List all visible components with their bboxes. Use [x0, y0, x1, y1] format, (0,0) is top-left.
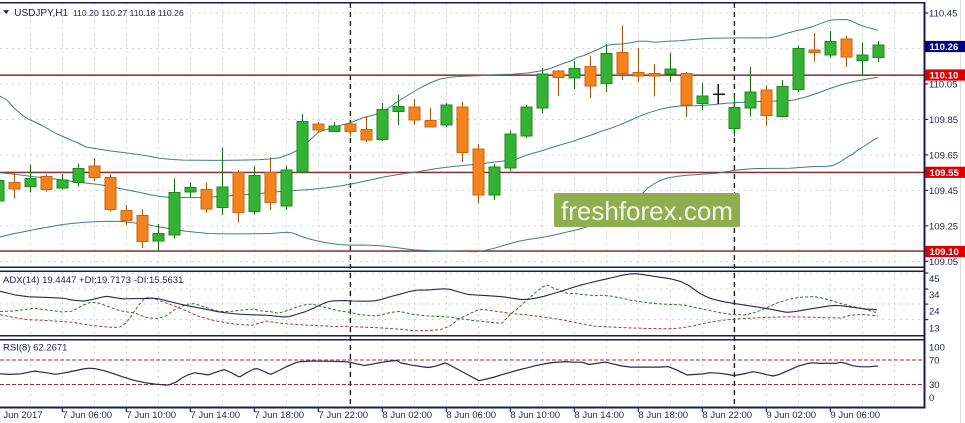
svg-text:30: 30 — [929, 380, 940, 391]
svg-text:freshforex.com: freshforex.com — [561, 196, 733, 226]
svg-text:109.10: 109.10 — [930, 247, 959, 258]
svg-text:109.65: 109.65 — [929, 150, 958, 161]
svg-text:7 Jun 22:00: 7 Jun 22:00 — [318, 410, 368, 421]
svg-text:9 Jun 02:00: 9 Jun 02:00 — [766, 410, 816, 421]
svg-text:7 Jun 10:00: 7 Jun 10:00 — [126, 410, 176, 421]
svg-text:7 Jun 06:00: 7 Jun 06:00 — [62, 410, 112, 421]
svg-text:8 Jun 06:00: 8 Jun 06:00 — [446, 410, 496, 421]
svg-text:7 Jun 18:00: 7 Jun 18:00 — [254, 410, 304, 421]
svg-text:109.55: 109.55 — [930, 168, 960, 179]
svg-text:8 Jun 18:00: 8 Jun 18:00 — [638, 410, 688, 421]
svg-text:7 Jun 14:00: 7 Jun 14:00 — [190, 410, 240, 421]
svg-text:110.05: 110.05 — [929, 79, 957, 90]
svg-text:109.85: 109.85 — [929, 115, 958, 126]
svg-text:0: 0 — [929, 393, 934, 404]
svg-text:ADX(14) 19.4447 +DI:19.7173 -D: ADX(14) 19.4447 +DI:19.7173 -DI:15.5631 — [3, 275, 183, 286]
svg-text:110.10: 110.10 — [930, 71, 959, 82]
svg-text:110.45: 110.45 — [929, 8, 957, 19]
svg-text:70: 70 — [929, 355, 940, 366]
svg-text:8 Jun 02:00: 8 Jun 02:00 — [382, 410, 432, 421]
svg-text:109.05: 109.05 — [929, 257, 958, 268]
svg-text:9 Jun 06:00: 9 Jun 06:00 — [830, 410, 880, 421]
svg-text:100: 100 — [929, 342, 945, 353]
svg-text:RSI(8) 62.2671: RSI(8) 62.2671 — [3, 343, 67, 354]
svg-text:USDJPY,H1 110.20 110.27 110.1: USDJPY,H1 110.20 110.27 110.18 110.26 — [14, 8, 184, 19]
svg-text:13: 13 — [929, 323, 940, 334]
svg-text:109.25: 109.25 — [929, 221, 958, 232]
svg-text:8 Jun 10:00: 8 Jun 10:00 — [510, 410, 560, 421]
svg-text:109.45: 109.45 — [929, 186, 958, 197]
svg-text:24: 24 — [929, 306, 940, 317]
svg-text:8 Jun 14:00: 8 Jun 14:00 — [574, 410, 624, 421]
svg-text:34: 34 — [929, 290, 940, 301]
svg-text:7 Jun 2017: 7 Jun 2017 — [0, 410, 43, 421]
svg-text:110.26: 110.26 — [930, 42, 959, 53]
svg-text:45: 45 — [929, 274, 940, 285]
svg-text:8 Jun 22:00: 8 Jun 22:00 — [702, 410, 752, 421]
